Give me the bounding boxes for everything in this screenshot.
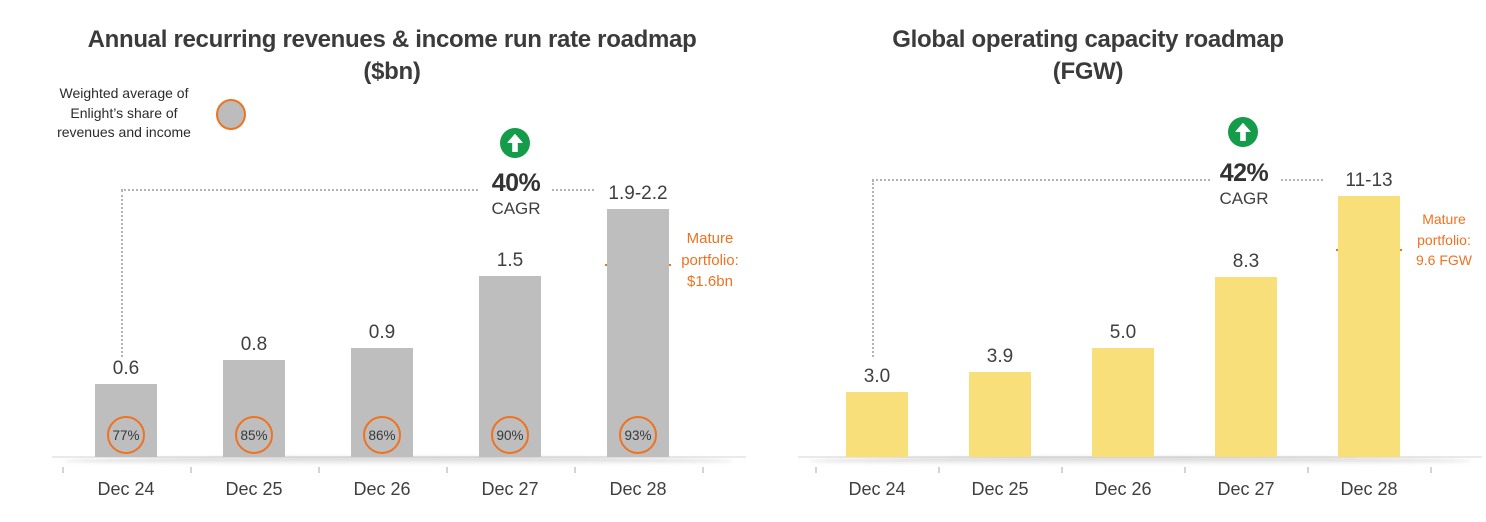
cagr-value: 42% <box>1219 159 1269 187</box>
axis-tick <box>702 467 704 473</box>
mature-portfolio-line: Mature <box>686 230 734 247</box>
bar-value-label: 8.3 <box>1232 251 1260 272</box>
axis-tick <box>62 467 64 473</box>
axis-tick <box>1307 467 1309 473</box>
mature-portfolio-line: portfolio: <box>681 251 739 269</box>
axis-tick <box>446 467 448 473</box>
cagr-bracket-line <box>872 180 874 357</box>
axis-tick <box>1430 467 1432 473</box>
bar-value-label: 3.0 <box>863 366 891 387</box>
mature-portfolio-note: Mature portfolio: $1.6bn <box>668 228 752 293</box>
bar-value-label: 11-13 <box>1345 170 1393 191</box>
bar-value-label: 0.9 <box>368 322 396 343</box>
axis-tick <box>190 467 192 473</box>
bar <box>846 392 908 457</box>
share-percent-circle: 77% <box>107 416 145 454</box>
cagr-annotation: 40% CAGR <box>456 170 576 220</box>
cagr-annotation: 42% CAGR <box>1184 160 1304 210</box>
bar-value-label: 1.9-2.2 <box>608 183 668 204</box>
bar-value-label: 5.0 <box>1109 322 1137 343</box>
mature-portfolio-note: Mature portfolio: 9.6 FGW <box>1400 209 1486 271</box>
legend-note: Weighted average of Enlight’s share of r… <box>46 84 202 143</box>
x-axis-label: Dec 27 <box>1217 479 1275 499</box>
x-axis-label: Dec 25 <box>225 479 283 499</box>
mature-portfolio-line: Mature <box>1422 211 1466 227</box>
cagr-label: CAGR <box>491 199 541 218</box>
green-up-arrow-icon <box>500 128 530 158</box>
capacity-chart-subtitle: (FGW) <box>1052 58 1124 85</box>
x-axis-label: Dec 26 <box>1094 479 1152 499</box>
x-axis-baseline <box>52 456 746 458</box>
axis-tick <box>574 467 576 473</box>
cagr-bracket-line <box>1281 179 1323 181</box>
x-axis-label: Dec 26 <box>353 479 411 499</box>
baseline-shadow <box>808 457 1472 465</box>
capacity-chart-title-line: Global operating capacity roadmap <box>892 26 1284 53</box>
cagr-bracket-line <box>121 189 478 191</box>
cagr-bracket-line <box>121 190 123 357</box>
cagr-value: 40% <box>491 169 541 197</box>
revenue-chart-title: Annual recurring revenues & income run r… <box>50 24 734 88</box>
bar <box>607 209 669 457</box>
axis-tick <box>1061 467 1063 473</box>
axis-tick <box>938 467 940 473</box>
x-axis-label: Dec 27 <box>481 479 539 499</box>
share-percent-circle: 85% <box>235 416 273 454</box>
legend-note-line: Weighted average of <box>59 85 189 101</box>
mature-portfolio-line: 9.6 FGW <box>1415 252 1472 268</box>
bar-value-label: 3.9 <box>986 346 1014 367</box>
x-axis-label: Dec 28 <box>1340 479 1398 499</box>
bar <box>1215 277 1277 457</box>
axis-tick <box>318 467 320 473</box>
legend-note-line: Enlight’s share of <box>70 104 178 121</box>
x-axis-label: Dec 24 <box>97 479 155 499</box>
gray-circle-orange-ring-icon <box>216 99 246 130</box>
bar <box>1092 348 1154 457</box>
axis-tick <box>815 467 817 473</box>
bar-value-label: 0.6 <box>112 358 140 379</box>
mature-portfolio-line: $1.6bn <box>687 273 733 290</box>
cagr-bracket-line <box>872 179 1210 181</box>
x-axis-label: Dec 25 <box>971 479 1029 499</box>
bar <box>969 372 1031 457</box>
legend-note-line: revenues and income <box>57 124 191 140</box>
x-axis-label: Dec 28 <box>609 479 667 499</box>
revenue-chart-title-line: Annual recurring revenues & income run r… <box>87 26 697 53</box>
share-percent-circle: 86% <box>363 416 401 454</box>
x-axis-label: Dec 24 <box>848 479 906 499</box>
revenue-chart-subtitle: ($bn) <box>363 58 421 85</box>
share-percent-circle: 93% <box>619 416 657 454</box>
capacity-chart-title: Global operating capacity roadmap (FGW) <box>848 24 1328 88</box>
cagr-bracket-line <box>552 189 594 191</box>
axis-tick <box>1184 467 1186 473</box>
share-percent-circle: 90% <box>491 416 529 454</box>
cagr-label: CAGR <box>1219 189 1269 208</box>
mature-portfolio-line: portfolio: <box>1417 231 1471 248</box>
bar <box>1338 196 1400 457</box>
baseline-shadow <box>62 457 734 465</box>
bar-value-label: 0.8 <box>240 334 268 355</box>
green-up-arrow-icon <box>1228 117 1258 147</box>
bar-value-label: 1.5 <box>496 250 524 271</box>
x-axis-baseline <box>798 456 1482 458</box>
